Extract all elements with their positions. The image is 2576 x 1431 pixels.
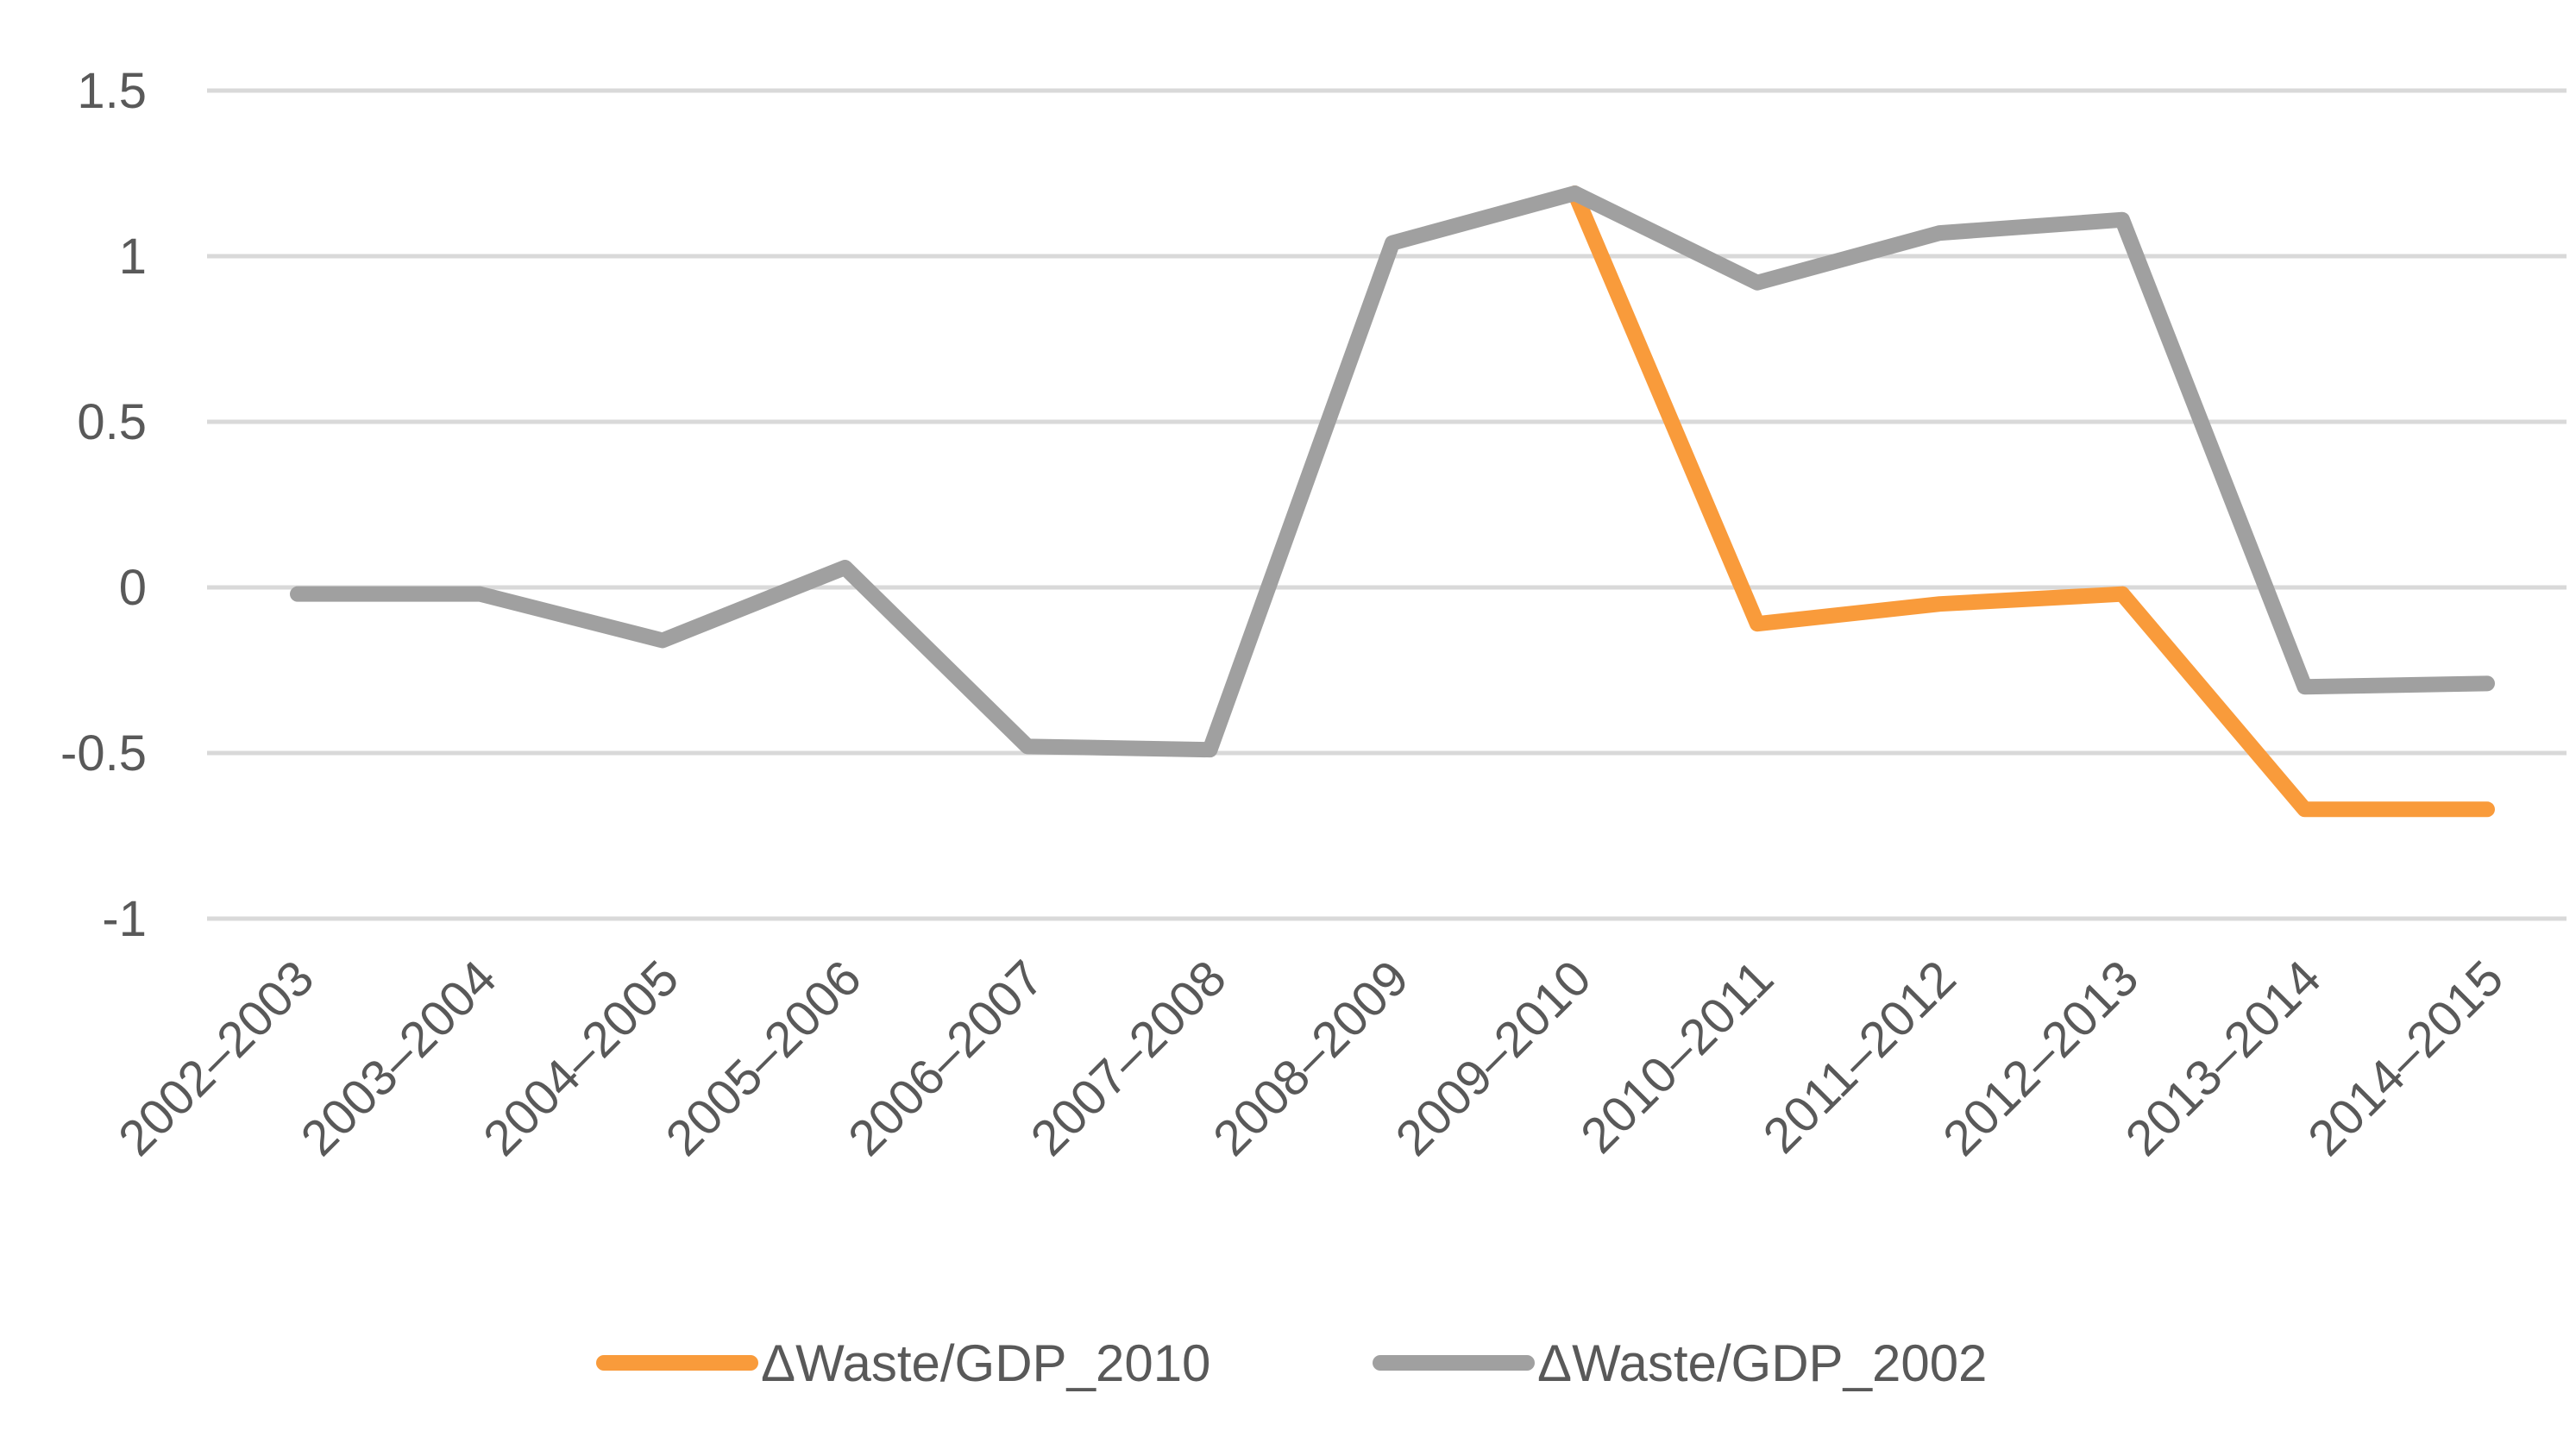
x-tick-label: 2002–2003 (108, 950, 324, 1166)
series-lines (290, 185, 2495, 818)
x-tick-label: 2011–2012 (1752, 950, 1966, 1164)
x-axis-tick-labels: 2002–20032003–20042004–20052005–20062006… (108, 950, 2514, 1166)
y-tick-label: 1.5 (77, 63, 147, 119)
y-tick-label: -0.5 (60, 725, 147, 781)
x-tick-label: 2014–2015 (2297, 950, 2514, 1166)
x-tick-label: 2008–2009 (1203, 950, 1419, 1166)
y-tick-label: 1 (119, 229, 147, 285)
legend: ΔWaste/GDP_2010 ΔWaste/GDP_2002 (596, 1334, 1987, 1392)
x-tick-label: 2009–2010 (1385, 950, 1601, 1166)
legend-label-1: ΔWaste/GDP_2010 (761, 1334, 1210, 1392)
y-tick-label: 0.5 (77, 394, 147, 450)
y-tick-label: 0 (119, 560, 147, 616)
x-tick-label: 2010–2011 (1570, 950, 1784, 1164)
x-tick-label: 2004–2005 (473, 950, 689, 1166)
x-tick-label: 2012–2013 (1932, 950, 2149, 1166)
series-line-1 (1567, 185, 2495, 818)
y-tick-label: -1 (102, 891, 147, 947)
series-line-2 (290, 185, 2495, 758)
x-tick-label: 2003–2004 (290, 950, 506, 1166)
legend-label-2: ΔWaste/GDP_2002 (1537, 1334, 1987, 1392)
x-tick-label: 2006–2007 (838, 950, 1054, 1166)
gridlines (207, 88, 2567, 921)
x-tick-label: 2007–2008 (1020, 950, 1236, 1166)
x-tick-label: 2013–2014 (2114, 950, 2331, 1166)
x-tick-label: 2005–2006 (655, 950, 871, 1166)
y-axis-tick-labels: -1 -0.5 0 0.5 1 1.5 (60, 63, 147, 947)
